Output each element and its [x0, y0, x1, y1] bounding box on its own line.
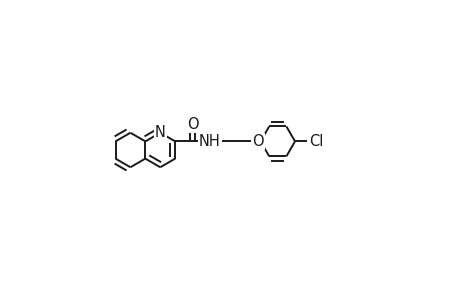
Text: N: N	[155, 125, 165, 140]
Text: NH: NH	[198, 134, 220, 149]
Text: O: O	[252, 134, 263, 149]
Text: O: O	[186, 117, 198, 132]
Text: Cl: Cl	[309, 134, 323, 149]
